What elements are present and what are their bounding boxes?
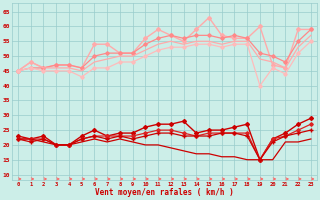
X-axis label: Vent moyen/en rafales ( km/h ): Vent moyen/en rafales ( km/h ): [95, 188, 234, 197]
